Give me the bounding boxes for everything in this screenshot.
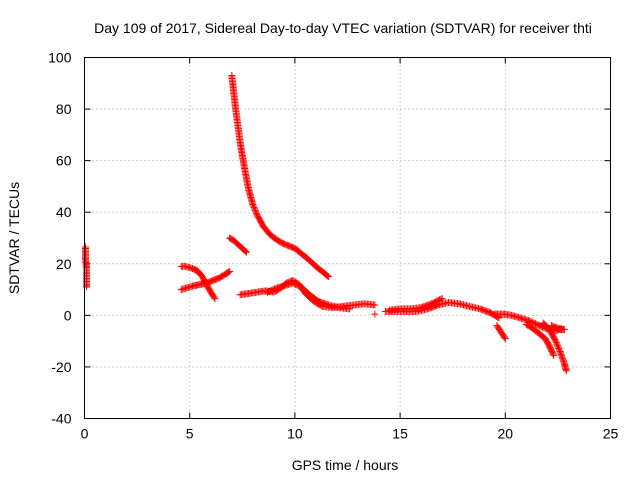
x-tick-label: 0 bbox=[81, 426, 89, 442]
y-tick-label: 80 bbox=[56, 101, 72, 117]
data-point bbox=[554, 342, 562, 350]
x-axis-label: GPS time / hours bbox=[292, 457, 399, 473]
data-point bbox=[550, 351, 558, 359]
data-point bbox=[552, 337, 560, 345]
data-point bbox=[249, 202, 257, 210]
data-point bbox=[552, 339, 560, 347]
data-point bbox=[250, 203, 258, 211]
data-point bbox=[226, 268, 234, 276]
y-axis-label: SDTVAR / TECUs bbox=[6, 182, 22, 294]
data-point bbox=[371, 310, 379, 318]
data-point bbox=[560, 326, 568, 334]
data-point bbox=[500, 333, 508, 341]
data-point bbox=[558, 353, 566, 361]
y-tick-label: 100 bbox=[48, 50, 72, 66]
data-point bbox=[211, 295, 219, 303]
data-point bbox=[549, 350, 557, 358]
data-point bbox=[557, 349, 565, 357]
y-tick-label: 40 bbox=[56, 204, 72, 220]
data-point bbox=[559, 356, 567, 364]
y-tick-label: 60 bbox=[56, 153, 72, 169]
data-point bbox=[251, 205, 259, 213]
data-point bbox=[210, 293, 218, 301]
data-point bbox=[249, 200, 257, 208]
data-point bbox=[241, 247, 249, 255]
data-point bbox=[325, 273, 333, 281]
data-point bbox=[556, 347, 564, 355]
data-point bbox=[559, 355, 567, 363]
x-tick-label: 10 bbox=[287, 426, 303, 442]
y-tick-label: -40 bbox=[51, 411, 71, 427]
x-tick-label: 25 bbox=[603, 426, 619, 442]
data-point bbox=[555, 345, 563, 353]
data-point bbox=[553, 340, 561, 348]
data-point bbox=[554, 343, 562, 351]
plot-frame bbox=[84, 57, 611, 419]
data-point bbox=[557, 350, 565, 358]
x-tick-label: 15 bbox=[392, 426, 408, 442]
data-point bbox=[437, 295, 445, 303]
data-point bbox=[371, 301, 379, 309]
data-point bbox=[558, 352, 566, 360]
x-tick-label: 20 bbox=[498, 426, 514, 442]
data-point bbox=[243, 248, 251, 256]
data-point bbox=[225, 268, 233, 276]
x-tick-label: 5 bbox=[186, 426, 194, 442]
data-point bbox=[501, 335, 509, 343]
y-tick-label: 0 bbox=[64, 307, 72, 323]
data-point bbox=[562, 367, 570, 375]
data-points bbox=[82, 72, 570, 375]
chart-title: Day 109 of 2017, Sidereal Day-to-day VTE… bbox=[94, 20, 592, 36]
grid-lines bbox=[84, 57, 611, 419]
data-point bbox=[346, 305, 354, 313]
y-tick-label: 20 bbox=[56, 256, 72, 272]
data-point bbox=[324, 272, 332, 280]
data-point bbox=[438, 295, 446, 303]
data-point bbox=[252, 208, 260, 216]
data-point bbox=[555, 346, 563, 354]
y-tick-label: -20 bbox=[51, 359, 71, 375]
axis-ticks: 0 5 10 15 20 25 -40 -20 0 20 40 60 80 100 bbox=[48, 50, 618, 442]
data-point bbox=[251, 206, 259, 214]
